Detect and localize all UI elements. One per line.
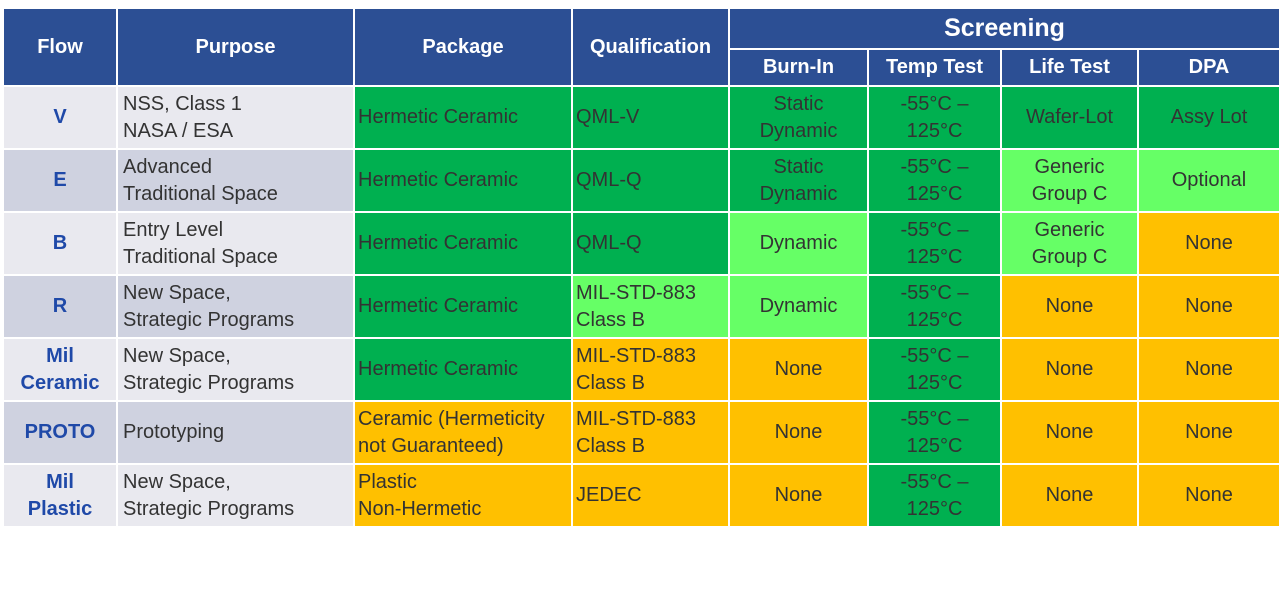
cell-purpose: Entry Level Traditional Space xyxy=(116,211,355,276)
cell-qualification: QML-Q xyxy=(571,211,730,276)
cell-dpa: None xyxy=(1137,274,1280,339)
cell-life-test: Generic Group C xyxy=(1000,211,1139,276)
cell-qualification: MIL-STD-883 Class B xyxy=(571,274,730,339)
cell-dpa: None xyxy=(1137,400,1280,465)
cell-dpa: None xyxy=(1137,337,1280,402)
cell-package: Hermetic Ceramic xyxy=(353,337,573,402)
cell-dpa: None xyxy=(1137,211,1280,276)
cell-qualification: QML-Q xyxy=(571,148,730,213)
cell-temp-test: -55°C – 125°C xyxy=(867,274,1002,339)
header-qualification: Qualification xyxy=(571,7,730,87)
cell-flow: V xyxy=(2,85,118,150)
cell-temp-test: -55°C – 125°C xyxy=(867,148,1002,213)
cell-qualification: QML-V xyxy=(571,85,730,150)
cell-package: Hermetic Ceramic xyxy=(353,211,573,276)
table-header: Flow Purpose Package Qualification Scree… xyxy=(2,7,1280,87)
cell-life-test: Generic Group C xyxy=(1000,148,1139,213)
table-row: B Entry Level Traditional Space Hermetic C… xyxy=(2,211,1280,276)
cell-life-test: None xyxy=(1000,400,1139,465)
cell-package: Ceramic (Hermeticity not Guaranteed) xyxy=(353,400,573,465)
cell-qualification: MIL-STD-883 Class B xyxy=(571,400,730,465)
header-flow: Flow xyxy=(2,7,118,87)
header-screening: Screening xyxy=(728,7,1280,50)
cell-flow: Mil Ceramic xyxy=(2,337,118,402)
cell-purpose: New Space, Strategic Programs xyxy=(116,274,355,339)
header-burn-in: Burn-In xyxy=(728,48,869,87)
table-row: V NSS, Class 1 NASA / ESA Hermetic Ceramic… xyxy=(2,85,1280,150)
cell-flow: B xyxy=(2,211,118,276)
table-body: V NSS, Class 1 NASA / ESA Hermetic Ceramic… xyxy=(2,85,1280,528)
header-purpose: Purpose xyxy=(116,7,355,87)
cell-purpose: Advanced Traditional Space xyxy=(116,148,355,213)
header-temp-test: Temp Test xyxy=(867,48,1002,87)
flow-comparison-table: Flow Purpose Package Qualification Scree… xyxy=(2,7,1280,528)
header-dpa: DPA xyxy=(1137,48,1280,87)
cell-temp-test: -55°C – 125°C xyxy=(867,211,1002,276)
cell-flow: Mil Plastic xyxy=(2,463,118,528)
cell-package: Hermetic Ceramic xyxy=(353,85,573,150)
cell-dpa: Assy Lot xyxy=(1137,85,1280,150)
header-package: Package xyxy=(353,7,573,87)
table-row: PROTO Prototyping Ceramic (Hermeticity not… xyxy=(2,400,1280,465)
cell-flow: R xyxy=(2,274,118,339)
table-row: Mil Ceramic New Space, Strategic Programs… xyxy=(2,337,1280,402)
cell-flow: E xyxy=(2,148,118,213)
cell-burn-in: None xyxy=(728,337,869,402)
cell-temp-test: -55°C – 125°C xyxy=(867,463,1002,528)
cell-life-test: None xyxy=(1000,337,1139,402)
cell-dpa: None xyxy=(1137,463,1280,528)
cell-purpose: Prototyping xyxy=(116,400,355,465)
cell-temp-test: -55°C – 125°C xyxy=(867,85,1002,150)
cell-temp-test: -55°C – 125°C xyxy=(867,400,1002,465)
table-row: Mil Plastic New Space, Strategic Programs… xyxy=(2,463,1280,528)
cell-package: Plastic Non-Hermetic xyxy=(353,463,573,528)
cell-flow: PROTO xyxy=(2,400,118,465)
cell-dpa: Optional xyxy=(1137,148,1280,213)
cell-life-test: None xyxy=(1000,463,1139,528)
header-life-test: Life Test xyxy=(1000,48,1139,87)
cell-burn-in: Dynamic xyxy=(728,274,869,339)
cell-purpose: NSS, Class 1 NASA / ESA xyxy=(116,85,355,150)
cell-burn-in: None xyxy=(728,400,869,465)
cell-temp-test: -55°C – 125°C xyxy=(867,337,1002,402)
cell-burn-in: None xyxy=(728,463,869,528)
cell-purpose: New Space, Strategic Programs xyxy=(116,337,355,402)
cell-life-test: None xyxy=(1000,274,1139,339)
table-row: R New Space, Strategic Programs Hermetic C… xyxy=(2,274,1280,339)
cell-qualification: MIL-STD-883 Class B xyxy=(571,337,730,402)
cell-package: Hermetic Ceramic xyxy=(353,274,573,339)
cell-burn-in: Static Dynamic xyxy=(728,85,869,150)
cell-burn-in: Static Dynamic xyxy=(728,148,869,213)
table-row: E Advanced Traditional Space Hermetic Cera… xyxy=(2,148,1280,213)
cell-qualification: JEDEC xyxy=(571,463,730,528)
cell-package: Hermetic Ceramic xyxy=(353,148,573,213)
cell-life-test: Wafer-Lot xyxy=(1000,85,1139,150)
cell-purpose: New Space, Strategic Programs xyxy=(116,463,355,528)
cell-burn-in: Dynamic xyxy=(728,211,869,276)
